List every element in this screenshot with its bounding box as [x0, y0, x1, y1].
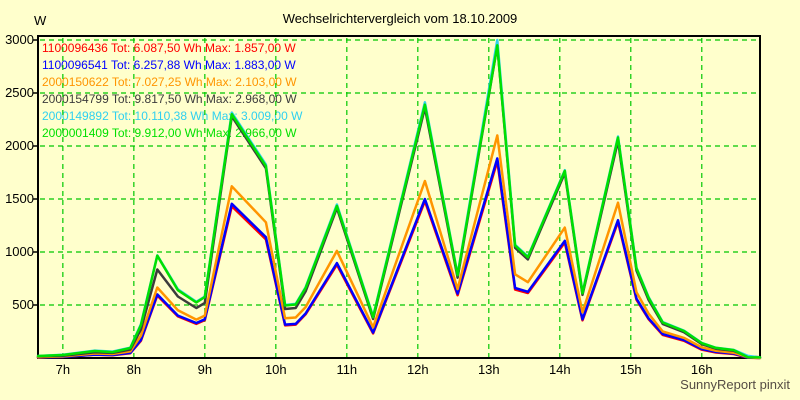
legend-item: 2000154799 Tot: 9.817,50 Wh Max: 2.968,0…: [42, 92, 297, 106]
y-tick-label: 3000: [5, 32, 34, 47]
legend-item: 2000149892 Tot: 10.110,38 Wh Max: 3.009,…: [42, 109, 303, 123]
y-tick-label: 2500: [5, 85, 34, 100]
series-line-1100096436: [36, 159, 762, 360]
series-line-2000150622: [36, 134, 762, 360]
series-line-1100096541: [36, 157, 762, 360]
y-tick-label: 500: [12, 297, 34, 312]
footer-credit: SunnyReport pinxit: [680, 377, 790, 392]
y-tick-label: 1000: [5, 244, 34, 259]
x-tick-label: 15h: [619, 362, 642, 377]
legend-item: 2000001409 Tot: 9.912,00 Wh Max: 2.966,0…: [42, 126, 297, 140]
x-tick-label: 14h: [548, 362, 571, 377]
x-tick-label: 13h: [477, 362, 500, 377]
y-tick-label: 2000: [5, 138, 34, 153]
page-title: Wechselrichtervergleich vom 18.10.2009: [282, 11, 518, 26]
x-tick-label: 16h: [690, 362, 713, 377]
x-tick-label: 11h: [336, 362, 358, 377]
legend-item: 2000150622 Tot: 7.027,25 Wh Max: 2.103,0…: [42, 75, 297, 89]
x-tick-label: 9h: [197, 362, 213, 377]
legend-item: 1100096541 Tot: 6.257,88 Wh Max: 1.883,0…: [42, 58, 296, 72]
y-axis-unit-label: W: [34, 13, 47, 28]
x-tick-label: 8h: [126, 362, 142, 377]
x-tick-label: 7h: [55, 362, 71, 377]
x-tick-label: 12h: [406, 362, 429, 377]
x-tick-label: 10h: [264, 362, 287, 377]
y-tick-label: 1500: [5, 191, 34, 206]
legend-item: 1100096436 Tot: 6.087,50 Wh Max: 1.857,0…: [42, 41, 296, 55]
legend: 1100096436 Tot: 6.087,50 Wh Max: 1.857,0…: [42, 40, 302, 142]
